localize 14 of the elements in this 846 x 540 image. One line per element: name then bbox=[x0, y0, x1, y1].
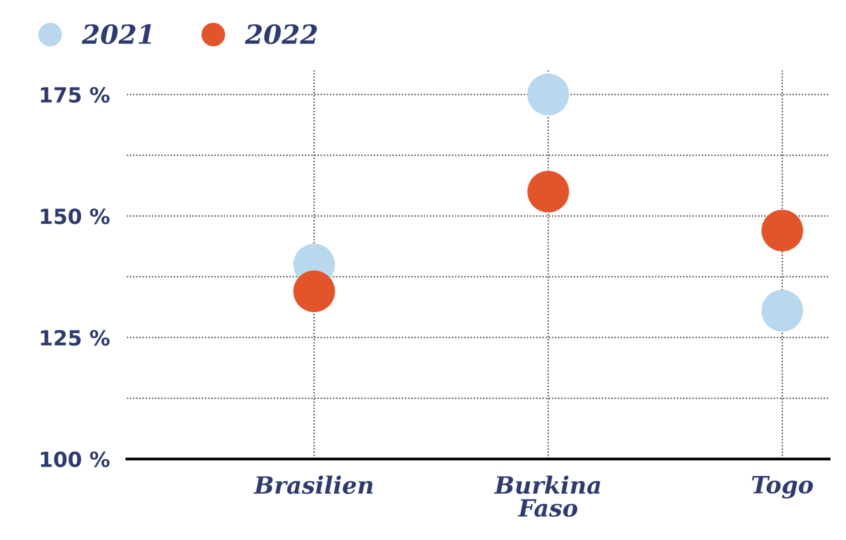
x-tick-label: Burkina Faso bbox=[494, 476, 600, 517]
legend-label: 2021 bbox=[82, 24, 152, 44]
point bbox=[761, 210, 804, 252]
x-tick-label: Brasilien bbox=[254, 476, 373, 494]
point bbox=[527, 74, 570, 116]
y-tick-label: 100 % bbox=[40, 451, 110, 468]
legend-label: 2022 bbox=[244, 24, 317, 44]
y-tick-label: 125 % bbox=[40, 330, 110, 346]
point bbox=[761, 290, 804, 332]
y-tick-label: 150 % bbox=[40, 208, 110, 224]
x-tick-label: Togo bbox=[752, 476, 813, 499]
point bbox=[527, 170, 570, 213]
point bbox=[293, 270, 335, 312]
y-tick-label: 175 % bbox=[40, 86, 110, 103]
